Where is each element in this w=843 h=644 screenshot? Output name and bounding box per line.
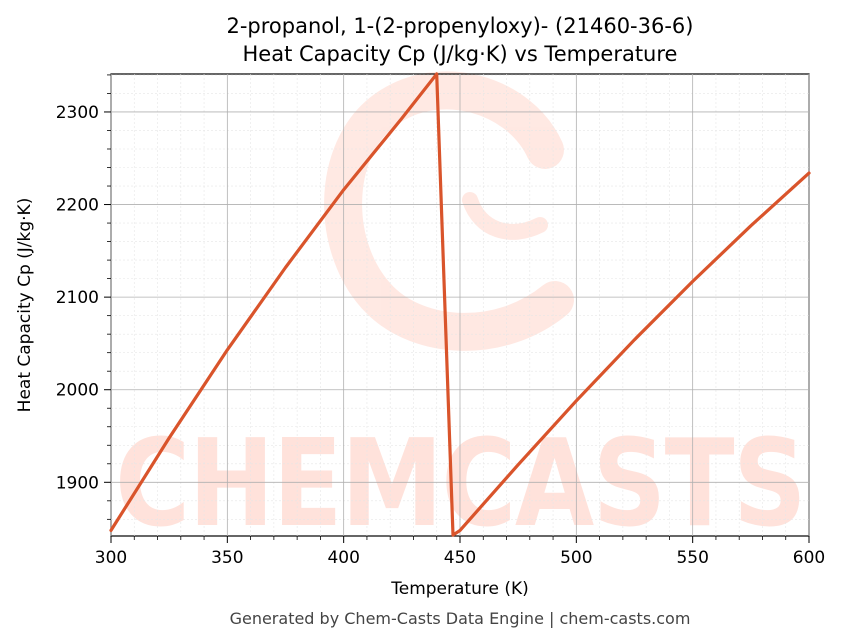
x-tick-label: 550 — [676, 548, 708, 568]
y-tick-label: 2300 — [56, 103, 99, 123]
footer-credit: Generated by Chem-Casts Data Engine | ch… — [230, 609, 691, 628]
x-tick-label: 300 — [95, 548, 127, 568]
plot-area: 300 350 400 450 500 550 600 1900 2000 2100 2200 23… — [56, 72, 825, 568]
y-tick-label: 2200 — [56, 196, 99, 216]
major-grid — [110, 74, 810, 536]
chart-title-line1: 2-propanol, 1-(2-propenyloxy)- (21460-36… — [226, 14, 693, 38]
x-axis-label: Temperature (K) — [390, 579, 529, 599]
x-tick-label: 400 — [327, 548, 359, 568]
x-axis-ticks: 300 350 400 450 500 550 600 — [95, 536, 825, 568]
y-tick-label: 2000 — [56, 381, 99, 401]
y-tick-label: 1900 — [56, 473, 99, 493]
series-line — [109, 72, 811, 537]
series-group — [109, 72, 811, 537]
chart-title-line2: Heat Capacity Cp (J/kg·K) vs Temperature — [243, 42, 678, 66]
x-tick-label: 350 — [211, 548, 243, 568]
x-tick-label: 450 — [444, 548, 476, 568]
y-axis-ticks: 1900 2000 2100 2200 2300 — [56, 74, 111, 520]
x-tick-label: 500 — [560, 548, 592, 568]
x-tick-label: 600 — [793, 548, 825, 568]
watermark-logo-icon — [324, 71, 574, 351]
y-axis-label: Heat Capacity Cp (J/kg·K) — [15, 198, 35, 413]
y-tick-label: 2100 — [56, 288, 99, 308]
